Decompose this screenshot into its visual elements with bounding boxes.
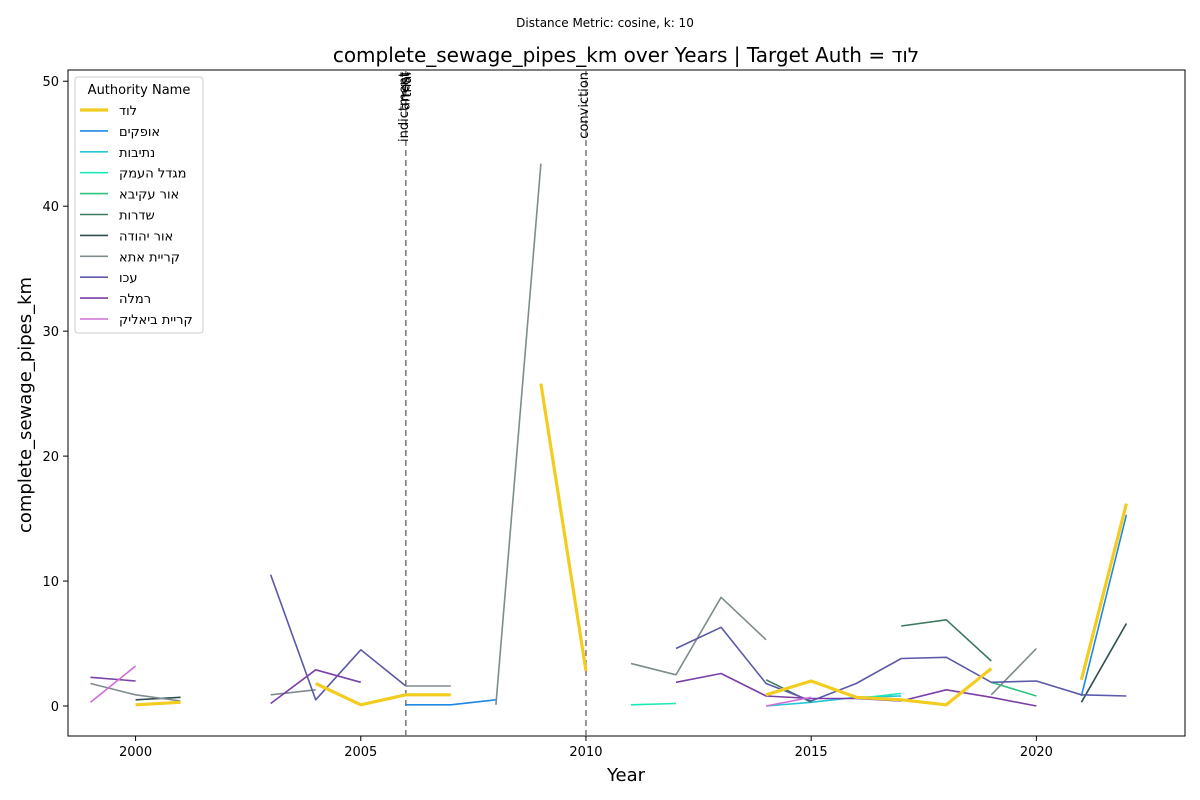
event-label: trial (400, 72, 415, 98)
series-line (269, 574, 1127, 702)
legend-label: קריית אתא (119, 250, 180, 265)
legend-box (74, 76, 204, 334)
series-line (765, 619, 992, 704)
x-tick-label: 2005 (344, 745, 377, 760)
legend-title: Authority Name (88, 83, 191, 98)
y-axis: 0 10 20 30 40 50 (42, 75, 68, 715)
y-tick-label: 10 (42, 575, 59, 590)
x-axis: 2000 2005 2010 2015 2020 (119, 736, 1053, 760)
x-tick-label: 2000 (119, 745, 152, 760)
legend-label: אור יהודה (119, 229, 173, 244)
event-label: indictment (397, 72, 412, 142)
legend-label: נתיבות (119, 146, 155, 161)
y-tick-label: 40 (42, 200, 59, 215)
y-tick-label: 0 (51, 700, 59, 715)
plot-area (67, 69, 1186, 737)
x-tick-label: 2020 (1020, 745, 1053, 760)
legend-label: אופקים (119, 125, 160, 140)
x-tick-label: 2010 (569, 745, 602, 760)
legend-label: עכו (119, 271, 138, 286)
series-line (991, 681, 1037, 697)
legend-label: מגדל העמק (119, 167, 187, 182)
y-tick-label: 20 (42, 450, 59, 465)
series-line (90, 163, 1037, 705)
x-tick-label: 2015 (795, 745, 828, 760)
legend-label: אור עקיבא (119, 188, 179, 203)
legend-label: רמלה (119, 292, 151, 307)
event-label: conviction (577, 72, 592, 139)
plot-frame (67, 69, 1186, 737)
legend-label: לוד (119, 104, 137, 119)
series-line (135, 383, 1128, 707)
y-axis-label: complete_sewage_pipes_km (15, 277, 36, 533)
legend-items: לוד אופקים נתיבות מגדל העמק אור עקיבא שדרות או… (80, 104, 193, 328)
legend-label: קריית ביאליק (119, 313, 193, 328)
series-lines (89, 163, 1128, 707)
series-line (135, 623, 1128, 703)
y-tick-label: 50 (42, 75, 59, 90)
legend-label: שדרות (119, 209, 155, 224)
chart-title: complete_sewage_pipes_km over Years | Ta… (333, 43, 919, 67)
chart-suptitle: Distance Metric: cosine, k: 10 (516, 16, 694, 30)
series-line (89, 665, 812, 707)
y-tick-label: 30 (42, 325, 59, 340)
legend: Authority Name לוד אופקים נתיבות מגדל העמק א… (74, 76, 204, 334)
event-label: arrest (398, 72, 413, 110)
series-line (405, 514, 1128, 706)
x-axis-label: Year (606, 765, 646, 786)
